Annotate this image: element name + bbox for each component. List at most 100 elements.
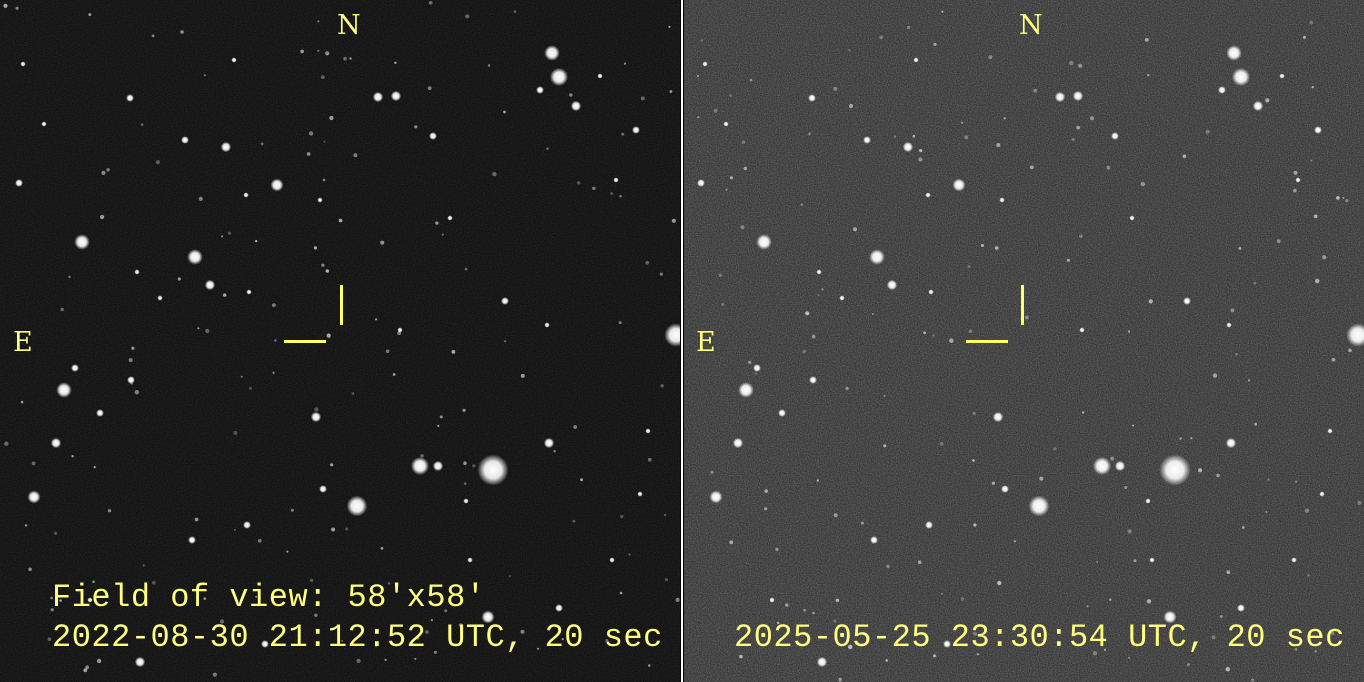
star xyxy=(544,45,560,61)
faint-star xyxy=(1003,117,1006,120)
faint-star xyxy=(260,142,264,146)
faint-star xyxy=(883,394,886,397)
faint-star xyxy=(1348,348,1352,353)
star xyxy=(74,234,90,250)
faint-star xyxy=(1146,599,1152,604)
faint-star xyxy=(433,650,437,654)
faint-star xyxy=(729,540,734,545)
star xyxy=(536,86,544,94)
faint-star xyxy=(675,597,680,603)
faint-star xyxy=(428,1,433,5)
faint-star xyxy=(107,509,112,513)
target-marker-horizontal xyxy=(284,340,326,343)
faint-star xyxy=(194,517,199,522)
faint-star xyxy=(330,463,334,467)
faint-star xyxy=(248,386,252,390)
star xyxy=(1114,460,1126,472)
faint-star xyxy=(972,411,976,415)
faint-star xyxy=(1198,468,1203,473)
faint-star xyxy=(553,450,556,453)
faint-star xyxy=(972,459,975,462)
star xyxy=(1291,557,1297,563)
faint-star xyxy=(537,647,540,650)
star xyxy=(543,437,555,449)
faint-star xyxy=(1089,116,1095,121)
star xyxy=(555,604,563,612)
faint-star xyxy=(1179,437,1182,440)
faint-star xyxy=(1293,170,1298,175)
faint-star xyxy=(71,455,74,458)
faint-star xyxy=(976,653,979,656)
star xyxy=(231,57,237,63)
faint-star xyxy=(1140,181,1146,187)
faint-star xyxy=(816,479,819,482)
faint-star xyxy=(932,334,935,337)
faint-star xyxy=(645,260,650,265)
star xyxy=(20,61,26,67)
star xyxy=(925,521,933,529)
star xyxy=(243,192,249,198)
star xyxy=(738,382,754,398)
faint-star xyxy=(785,603,789,607)
faint-star xyxy=(31,461,36,466)
faint-star xyxy=(817,294,820,297)
faint-star xyxy=(96,658,102,664)
faint-star xyxy=(569,93,573,97)
star xyxy=(127,376,135,384)
faint-star xyxy=(669,90,673,93)
faint-star xyxy=(317,49,320,52)
faint-star xyxy=(1310,159,1313,162)
faint-star xyxy=(659,272,663,276)
star xyxy=(96,409,104,417)
faint-star xyxy=(414,125,418,129)
star xyxy=(41,121,47,127)
faint-star xyxy=(621,132,625,136)
faint-star xyxy=(710,470,714,475)
faint-star xyxy=(800,203,803,206)
faint-star xyxy=(919,149,923,153)
faint-star xyxy=(1307,574,1310,577)
faint-star xyxy=(520,373,525,378)
faint-star xyxy=(233,430,238,435)
faint-star xyxy=(1226,570,1231,574)
faint-star xyxy=(1076,125,1080,130)
star xyxy=(756,234,772,250)
faint-star xyxy=(1303,35,1306,39)
background-noise xyxy=(0,0,680,682)
faint-star xyxy=(384,658,387,662)
star xyxy=(999,197,1005,203)
star xyxy=(544,322,550,328)
star xyxy=(1346,323,1364,347)
faint-star xyxy=(1182,154,1187,158)
faint-star xyxy=(912,134,916,138)
faint-star xyxy=(1211,635,1216,640)
faint-star xyxy=(520,629,525,634)
faint-star xyxy=(941,10,944,13)
star xyxy=(477,454,509,486)
faint-star xyxy=(375,318,378,321)
target-marker-horizontal xyxy=(966,340,1008,343)
faint-star xyxy=(821,288,824,291)
star xyxy=(1225,437,1237,449)
faint-star xyxy=(313,246,317,250)
star xyxy=(597,73,603,79)
faint-star xyxy=(573,425,578,429)
faint-star xyxy=(1230,308,1235,313)
faint-star xyxy=(47,637,52,641)
faint-star xyxy=(883,444,887,448)
faint-star xyxy=(1086,605,1089,608)
faint-star xyxy=(721,303,725,306)
faint-star xyxy=(754,372,757,375)
faint-star xyxy=(620,514,624,519)
star xyxy=(220,141,232,153)
star xyxy=(886,279,898,291)
faint-star xyxy=(322,178,326,182)
faint-star xyxy=(197,327,200,330)
faint-star xyxy=(1069,60,1074,66)
faint-star xyxy=(933,42,937,46)
faint-star xyxy=(462,408,466,412)
star xyxy=(204,279,216,291)
faint-star xyxy=(1265,511,1268,513)
faint-star xyxy=(1331,357,1336,362)
star xyxy=(126,94,134,102)
